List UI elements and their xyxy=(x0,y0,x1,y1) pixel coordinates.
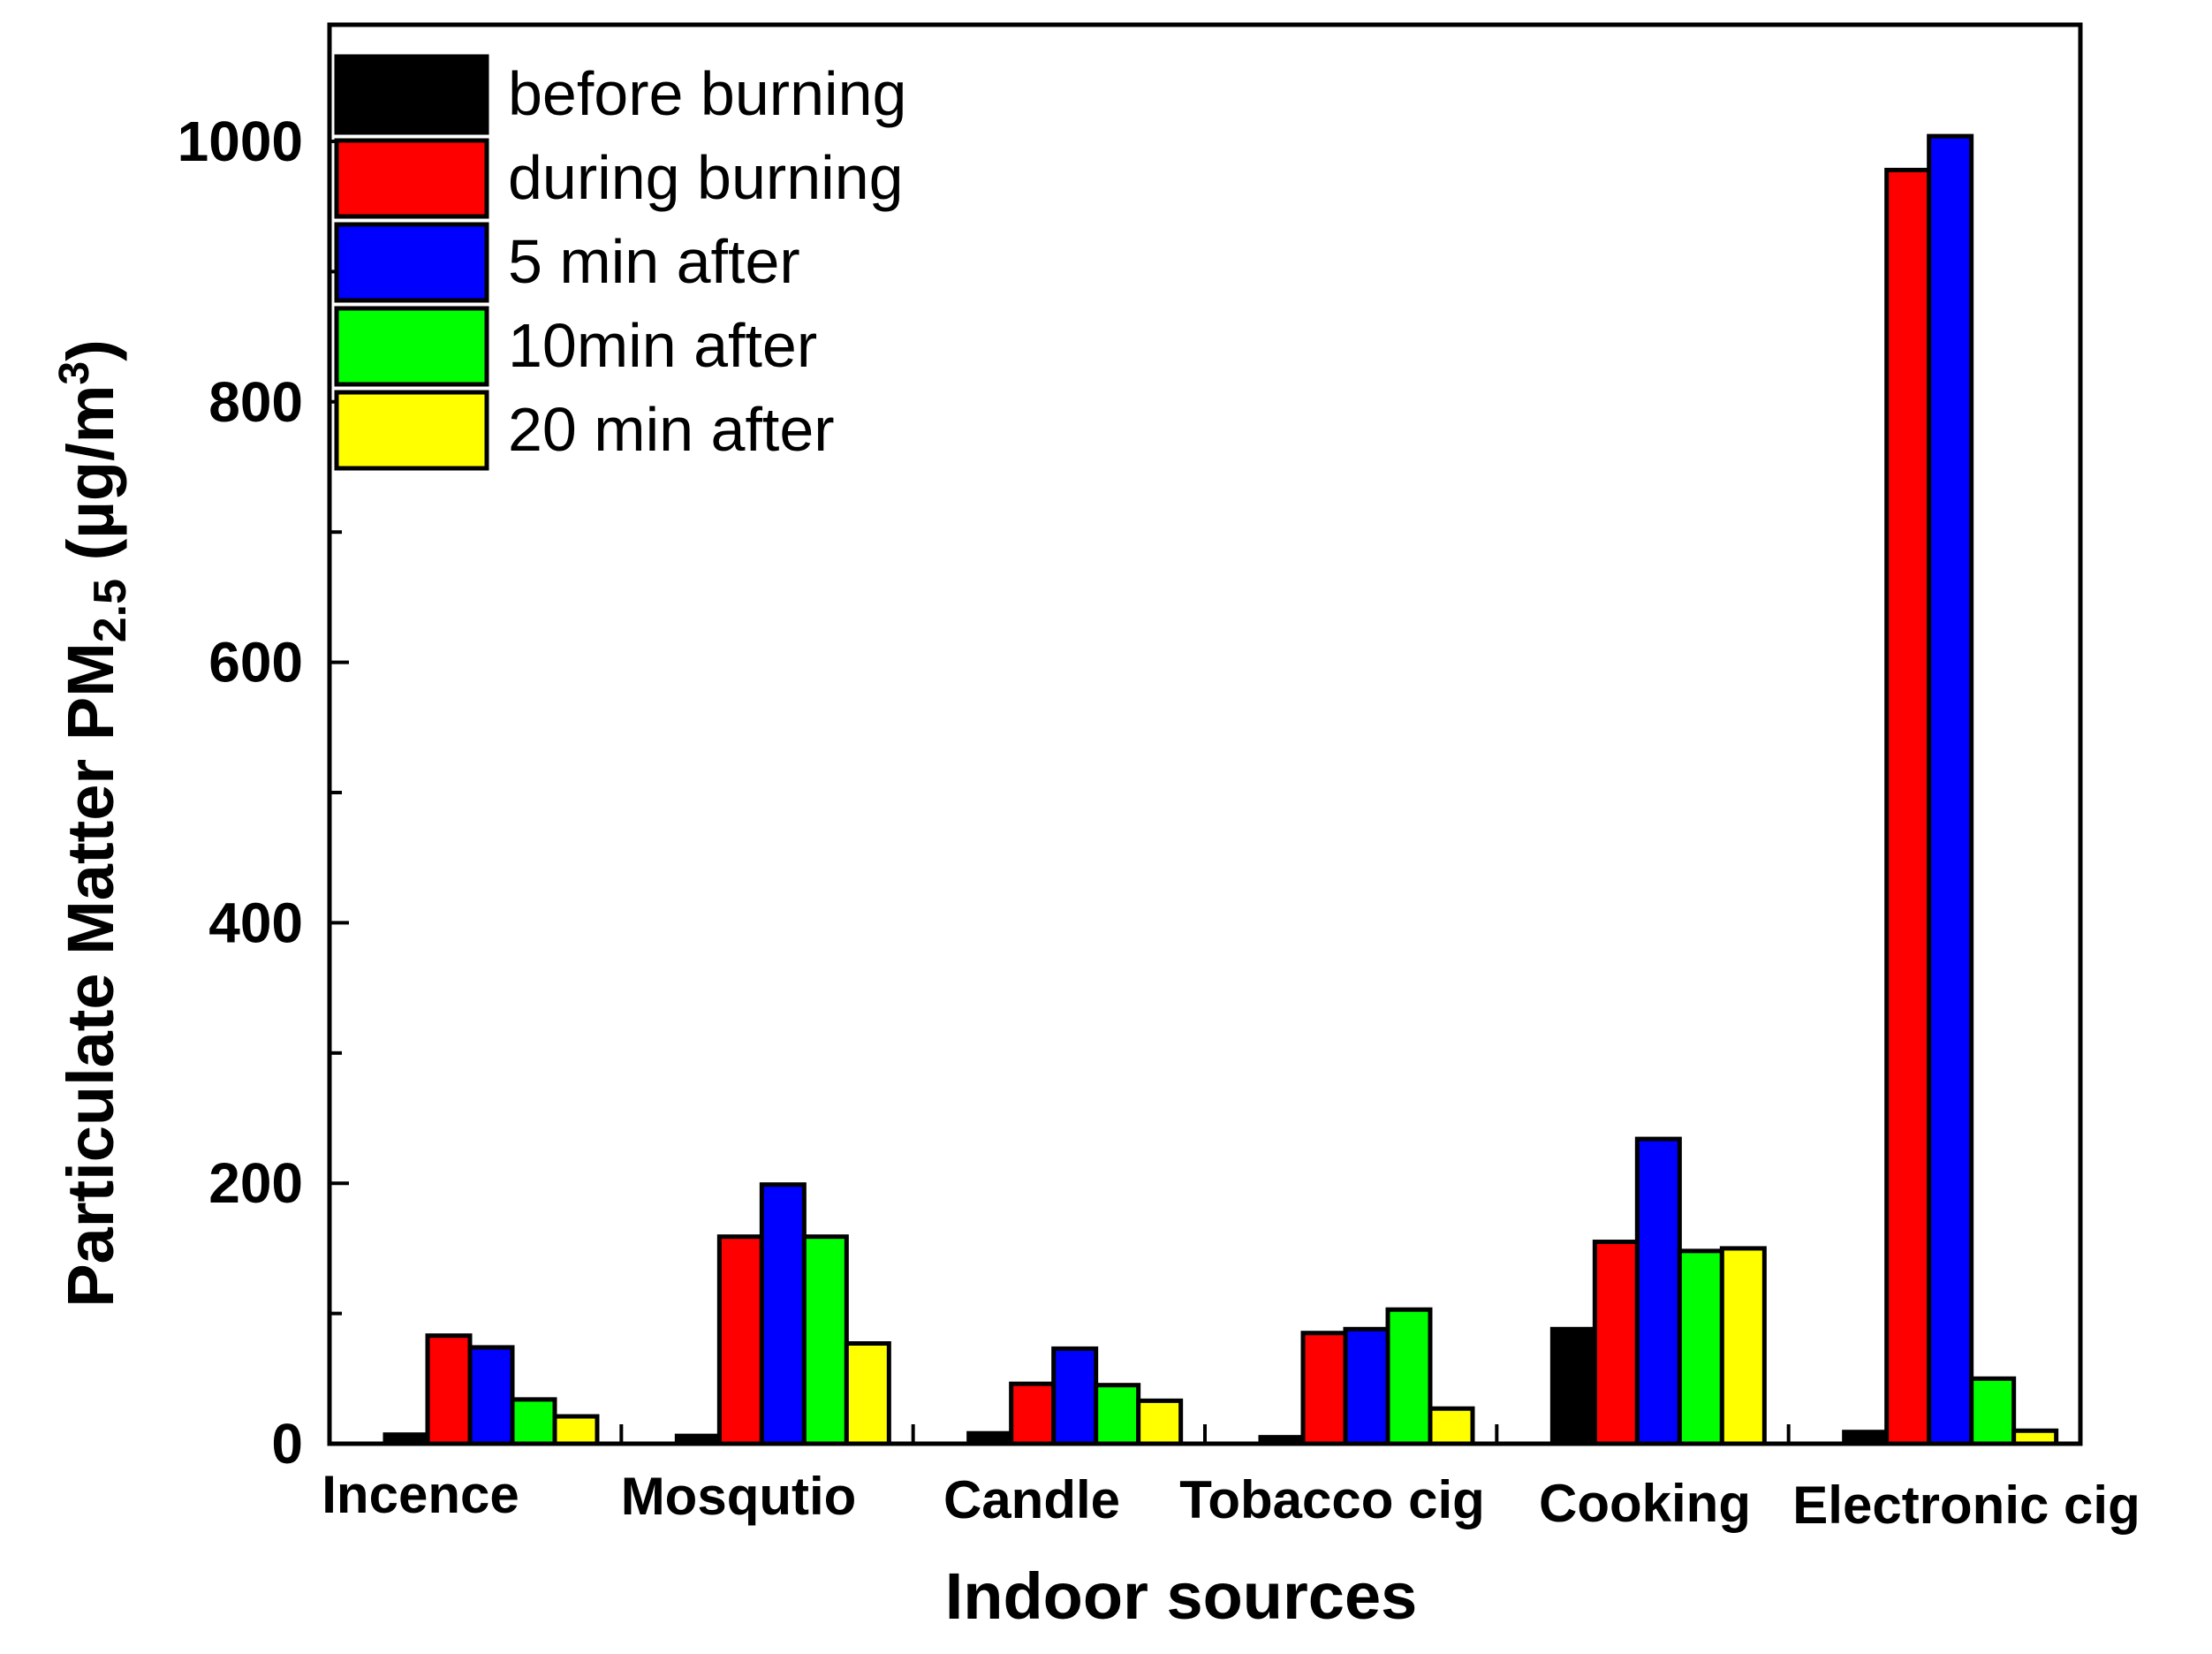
bar-during-burning-tobacco-cig xyxy=(1300,1331,1348,1446)
bar-10min-after-cooking xyxy=(1677,1248,1724,1446)
legend-swatch xyxy=(334,138,489,219)
bar-during-burning-cooking xyxy=(1592,1240,1640,1446)
bar-before-burning-cooking xyxy=(1549,1326,1597,1446)
y-axis-ticks: 0 200 400 600 800 1000 xyxy=(178,110,1791,1476)
bar-before-burning-electronic-cig xyxy=(1842,1430,1890,1446)
legend-label: during burning xyxy=(508,143,904,212)
legend-swatch xyxy=(334,306,489,387)
y-tick-label: 600 xyxy=(208,631,303,694)
x-category-label: Candle xyxy=(943,1470,1120,1529)
legend-label: before burning xyxy=(508,59,906,128)
y-tick-label: 200 xyxy=(208,1151,303,1215)
bar-during-burning-candle xyxy=(1009,1381,1057,1446)
bar-5-min-after-electronic-cig xyxy=(1927,133,1974,1446)
y-tick-label: 400 xyxy=(208,891,303,954)
bar-5-min-after-incence xyxy=(467,1345,515,1446)
legend-label: 10min after xyxy=(508,311,817,380)
bar-20-min-after-cooking xyxy=(1719,1246,1767,1446)
legend-swatch xyxy=(334,390,489,471)
bar-10min-after-tobacco-cig xyxy=(1385,1307,1433,1446)
bar-20-min-after-mosqutio xyxy=(844,1341,891,1446)
bar-before-burning-mosqutio xyxy=(674,1433,722,1446)
bars xyxy=(383,133,2059,1446)
legend-swatch xyxy=(334,54,489,135)
y-tick-label: 0 xyxy=(271,1412,303,1476)
x-axis-category-labels: Incence Mosqutio Candle Tobacco cig Cooking E… xyxy=(322,1465,2140,1535)
bar-20-min-after-candle xyxy=(1136,1398,1184,1446)
bar-5-min-after-cooking xyxy=(1634,1136,1682,1446)
bar-5-min-after-tobacco-cig xyxy=(1343,1326,1390,1446)
bar-before-burning-tobacco-cig xyxy=(1258,1435,1306,1446)
legend-label: 5 min after xyxy=(508,227,800,296)
bar-10min-after-candle xyxy=(1094,1383,1141,1446)
bar-5-min-after-candle xyxy=(1051,1346,1099,1446)
bar-10min-after-electronic-cig xyxy=(1969,1376,2017,1446)
bar-before-burning-candle xyxy=(966,1430,1014,1446)
bar-5-min-after-mosqutio xyxy=(759,1182,807,1446)
x-category-label: Cooking xyxy=(1539,1474,1751,1533)
x-axis-title: Indoor sources xyxy=(945,1559,1418,1633)
bar-during-burning-mosqutio xyxy=(716,1234,764,1446)
x-category-label: Electronic cig xyxy=(1792,1476,2140,1535)
x-category-label: Mosqutio xyxy=(621,1467,857,1526)
bar-during-burning-incence xyxy=(425,1333,473,1446)
bar-before-burning-incence xyxy=(383,1432,430,1446)
x-category-label: Incence xyxy=(322,1465,519,1524)
x-category-label: Tobacco cig xyxy=(1179,1470,1485,1529)
bar-20-min-after-electronic-cig xyxy=(2011,1428,2059,1446)
y-tick-label: 800 xyxy=(208,370,303,434)
bar-20-min-after-tobacco-cig xyxy=(1428,1406,1475,1446)
bar-10min-after-mosqutio xyxy=(801,1234,849,1446)
legend: before burning during burning 5 min after 1… xyxy=(334,54,906,471)
y-axis-title: Particulate Matter PM2.5 (µg/m3) xyxy=(51,339,136,1308)
legend-label: 20 min after xyxy=(508,395,835,464)
bar-during-burning-electronic-cig xyxy=(1884,167,1932,1446)
bar-20-min-after-incence xyxy=(552,1414,600,1446)
legend-swatch xyxy=(334,222,489,303)
bar-10min-after-incence xyxy=(510,1397,557,1446)
y-tick-label: 1000 xyxy=(178,110,303,173)
